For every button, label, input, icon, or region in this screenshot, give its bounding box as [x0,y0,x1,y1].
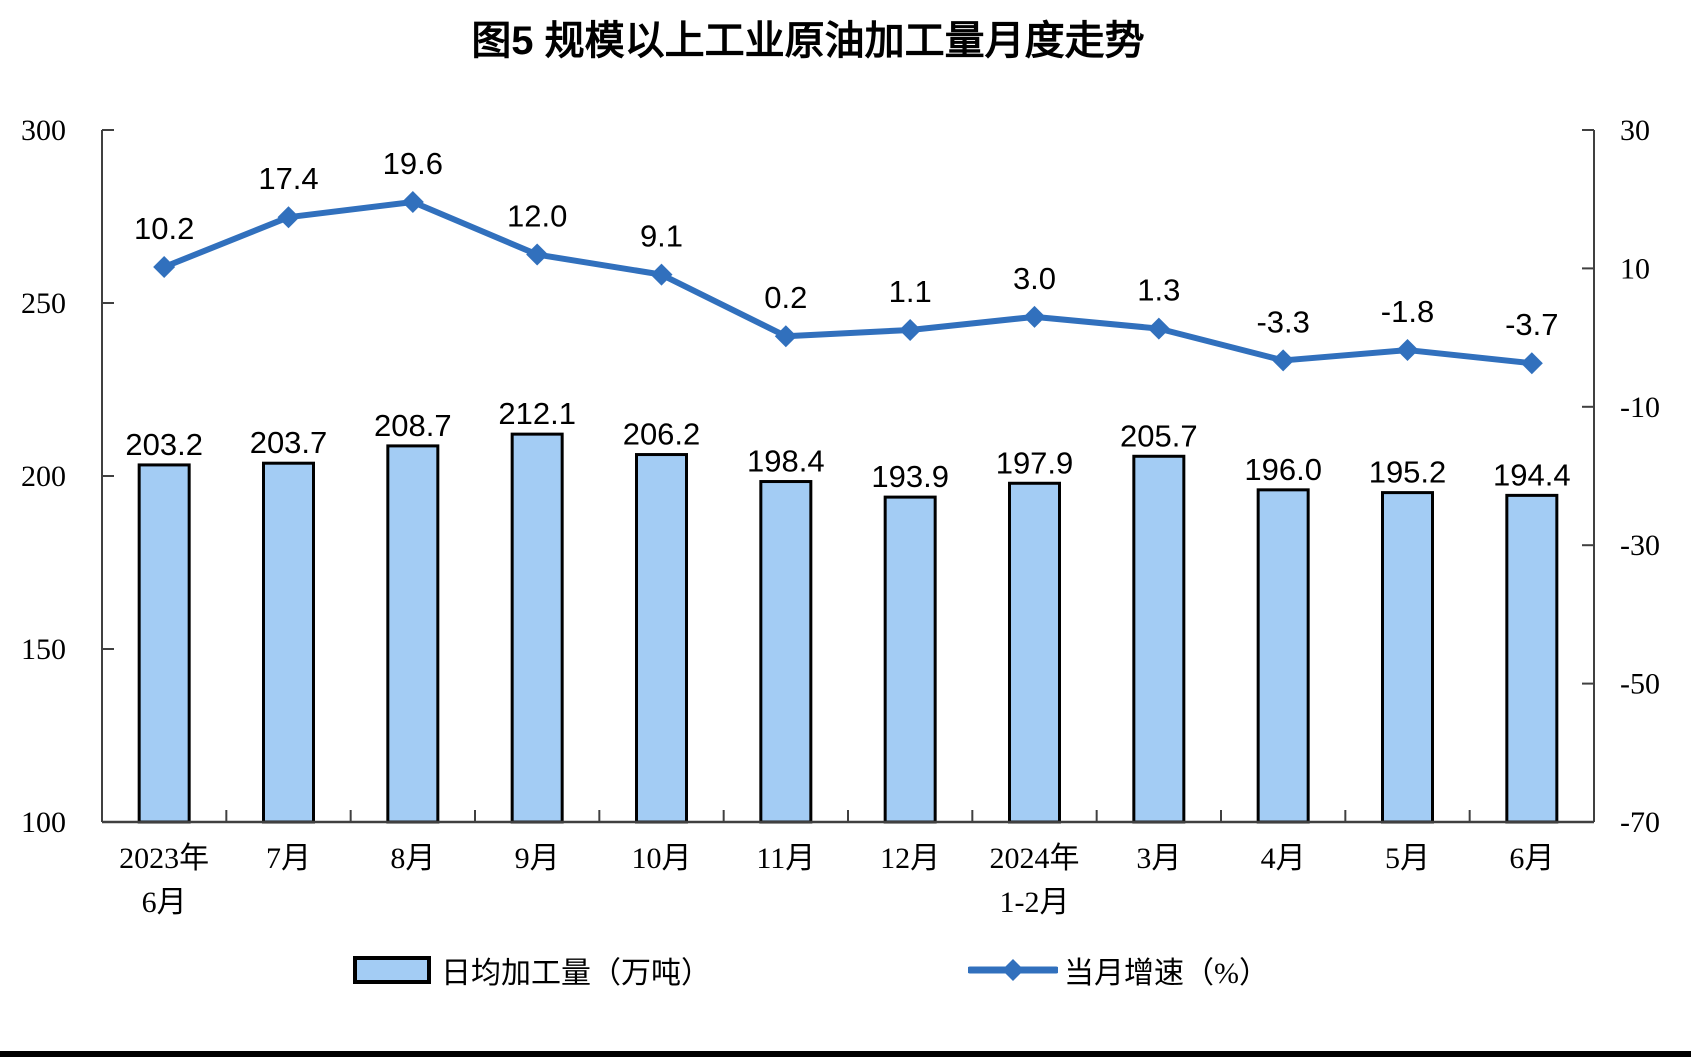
x-category-label: 10月 [632,842,692,875]
diamond-marker-icon [526,243,549,266]
bar [1381,491,1434,824]
x-category-label: 1-2月 [1000,886,1070,919]
x-category-label: 6月 [1509,842,1554,875]
left-axis-tick-label: 150 [21,633,66,666]
bar [386,444,440,824]
diamond-marker-icon [774,325,797,348]
diamond-marker-icon [899,318,922,341]
bar-value-label: 198.4 [747,444,825,479]
diamond-marker-icon [1396,339,1419,362]
bar-value-label: 203.2 [125,427,203,462]
line-value-label: -3.3 [1256,304,1309,339]
bar-value-label: 195.2 [1369,455,1447,490]
x-category-label: 2024年 [990,842,1080,875]
line-value-label: 9.1 [640,219,683,254]
line-value-label: -3.7 [1505,307,1558,342]
bar-value-label: 208.7 [374,408,452,443]
growth-line [161,198,1535,367]
diamond-marker-icon [1520,352,1543,375]
bar [759,480,813,824]
diamond-marker-icon [1023,305,1046,328]
bar-value-label: 194.4 [1493,457,1571,492]
line-series-swatch-icon [966,957,1060,983]
bar-value-label: 193.9 [871,459,949,494]
x-category-label: 12月 [880,842,940,875]
line-value-label: -1.8 [1381,294,1434,329]
x-category-label: 5月 [1385,842,1430,875]
diamond-marker-icon [153,256,176,279]
bar-value-label: 205.7 [1120,418,1198,453]
x-category-label: 9月 [515,842,560,875]
diamond-marker-icon [277,206,300,229]
left-axis-tick-label: 250 [21,287,66,320]
x-category-label: 8月 [390,842,435,875]
chart-title: 图5 规模以上工业原油加工量月度走势 [471,19,1145,63]
diamond-marker-icon [1272,349,1295,372]
line-value-label: 10.2 [134,211,194,246]
chart-plot-area: 203.2 203.7 208.7 212.1 206.2 198.4 193.9 197.9… [21,114,1660,919]
x-category-label: 7月 [266,842,311,875]
legend-label-bar: 日均加工量（万吨） [441,957,711,990]
bar-value-label: 212.1 [498,396,576,431]
line-value-label: 0.2 [764,280,807,315]
legend-label-line: 当月增速（%） [1064,957,1269,990]
bar [635,453,688,824]
line-value-label: 17.4 [258,161,318,196]
legend-item-line: 当月增速（%） [966,948,1269,992]
diamond-marker-icon [1147,317,1170,340]
bottom-divider [0,1051,1691,1057]
left-axis-tick-label: 100 [21,806,66,839]
bar-series-swatch-icon [353,956,431,984]
bar [1132,454,1186,824]
x-category-label: 6月 [142,886,187,919]
line-value-label: 12.0 [507,199,567,234]
bar [137,463,191,824]
legend-diamond-icon [1002,959,1024,981]
right-axis-tick-label: 10 [1620,252,1650,285]
line-value-label: 1.3 [1137,273,1180,308]
diamond-marker-icon [401,190,424,213]
line-value-label: 3.0 [1013,261,1056,296]
bar-value-label: 196.0 [1244,452,1322,487]
x-category-label: 4月 [1261,842,1306,875]
right-axis-tick-label: -50 [1620,668,1660,701]
bar-value-label: 197.9 [996,445,1074,480]
right-axis-tick-label: 30 [1620,114,1650,147]
bar [262,461,315,824]
bar [1256,488,1310,824]
bar [1008,481,1061,824]
right-axis-tick-label: -70 [1620,806,1660,839]
bar [1505,493,1559,824]
x-category-label: 11月 [756,842,815,875]
bar-value-label: 206.2 [623,417,701,452]
x-category-label: 2023年 [119,842,209,875]
line-value-label: 1.1 [889,274,932,309]
x-category-label: 3月 [1136,842,1181,875]
right-axis-tick-label: -30 [1620,529,1660,562]
right-axis-tick-label: -10 [1620,391,1660,424]
left-axis-tick-label: 200 [21,460,66,493]
bar [883,495,937,824]
bar-value-label: 203.7 [250,425,328,460]
diamond-marker-icon [650,263,673,286]
legend-item-bar: 日均加工量（万吨） [353,948,711,992]
left-axis-tick-label: 300 [21,114,66,147]
bar [510,432,564,824]
line-value-label: 19.6 [383,146,443,181]
